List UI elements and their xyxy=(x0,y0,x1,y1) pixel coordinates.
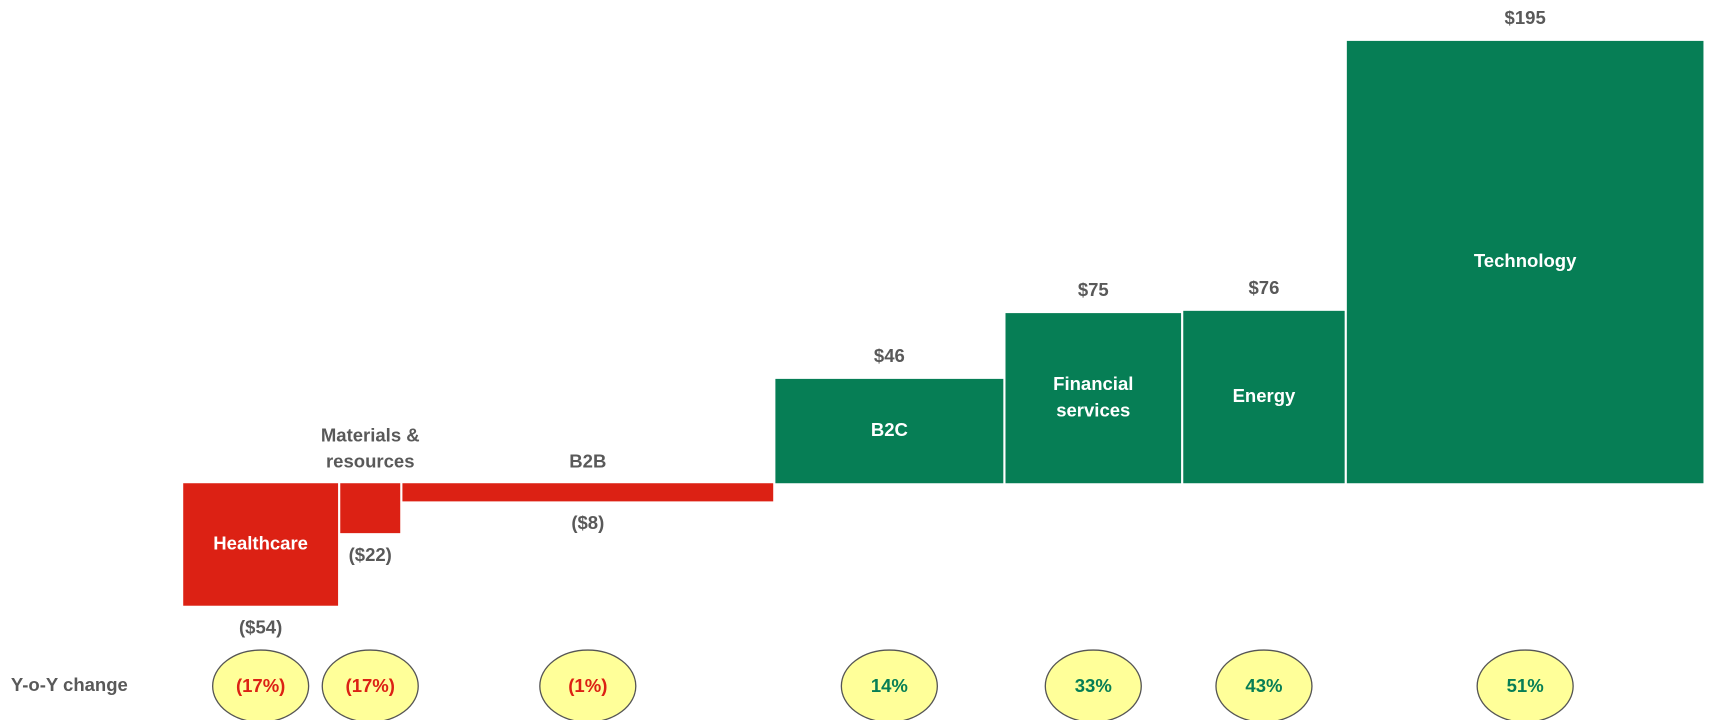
change-bubble xyxy=(1215,649,1313,720)
value-label: $75 xyxy=(1078,279,1109,300)
value-label: $195 xyxy=(1505,7,1546,28)
change-label: (1%) xyxy=(568,675,607,696)
value-label: $76 xyxy=(1249,277,1280,298)
bar xyxy=(183,483,339,606)
change-row-label: Y-o-Y change xyxy=(11,674,128,695)
change-label: 14% xyxy=(871,675,908,696)
change-bubble xyxy=(1476,649,1574,720)
category-label: Materials & resources xyxy=(321,424,420,471)
category-label: Energy xyxy=(1233,385,1296,406)
bar xyxy=(340,483,401,534)
value-label: ($8) xyxy=(571,512,604,533)
change-bubble xyxy=(1044,649,1142,720)
change-label: 33% xyxy=(1075,675,1112,696)
change-label: 43% xyxy=(1245,675,1282,696)
category-label: B2C xyxy=(871,419,908,440)
category-label: Financial services xyxy=(1053,373,1133,420)
change-bubble xyxy=(840,649,938,720)
change-label: 51% xyxy=(1507,675,1544,696)
category-label: Technology xyxy=(1474,250,1577,271)
change-bubble xyxy=(539,649,637,720)
category-label: B2B xyxy=(569,450,606,471)
change-bubble xyxy=(212,649,310,720)
bar xyxy=(1005,313,1182,484)
bar xyxy=(402,483,774,502)
bar xyxy=(1346,40,1704,484)
value-label: $46 xyxy=(874,345,905,366)
value-label: ($22) xyxy=(349,544,392,565)
bar xyxy=(775,378,1004,484)
change-bubble xyxy=(321,649,419,720)
change-label: (17%) xyxy=(236,675,285,696)
bar xyxy=(1183,310,1345,484)
value-label: ($54) xyxy=(239,617,282,638)
change-label: (17%) xyxy=(346,675,395,696)
category-label: Healthcare xyxy=(213,532,308,553)
